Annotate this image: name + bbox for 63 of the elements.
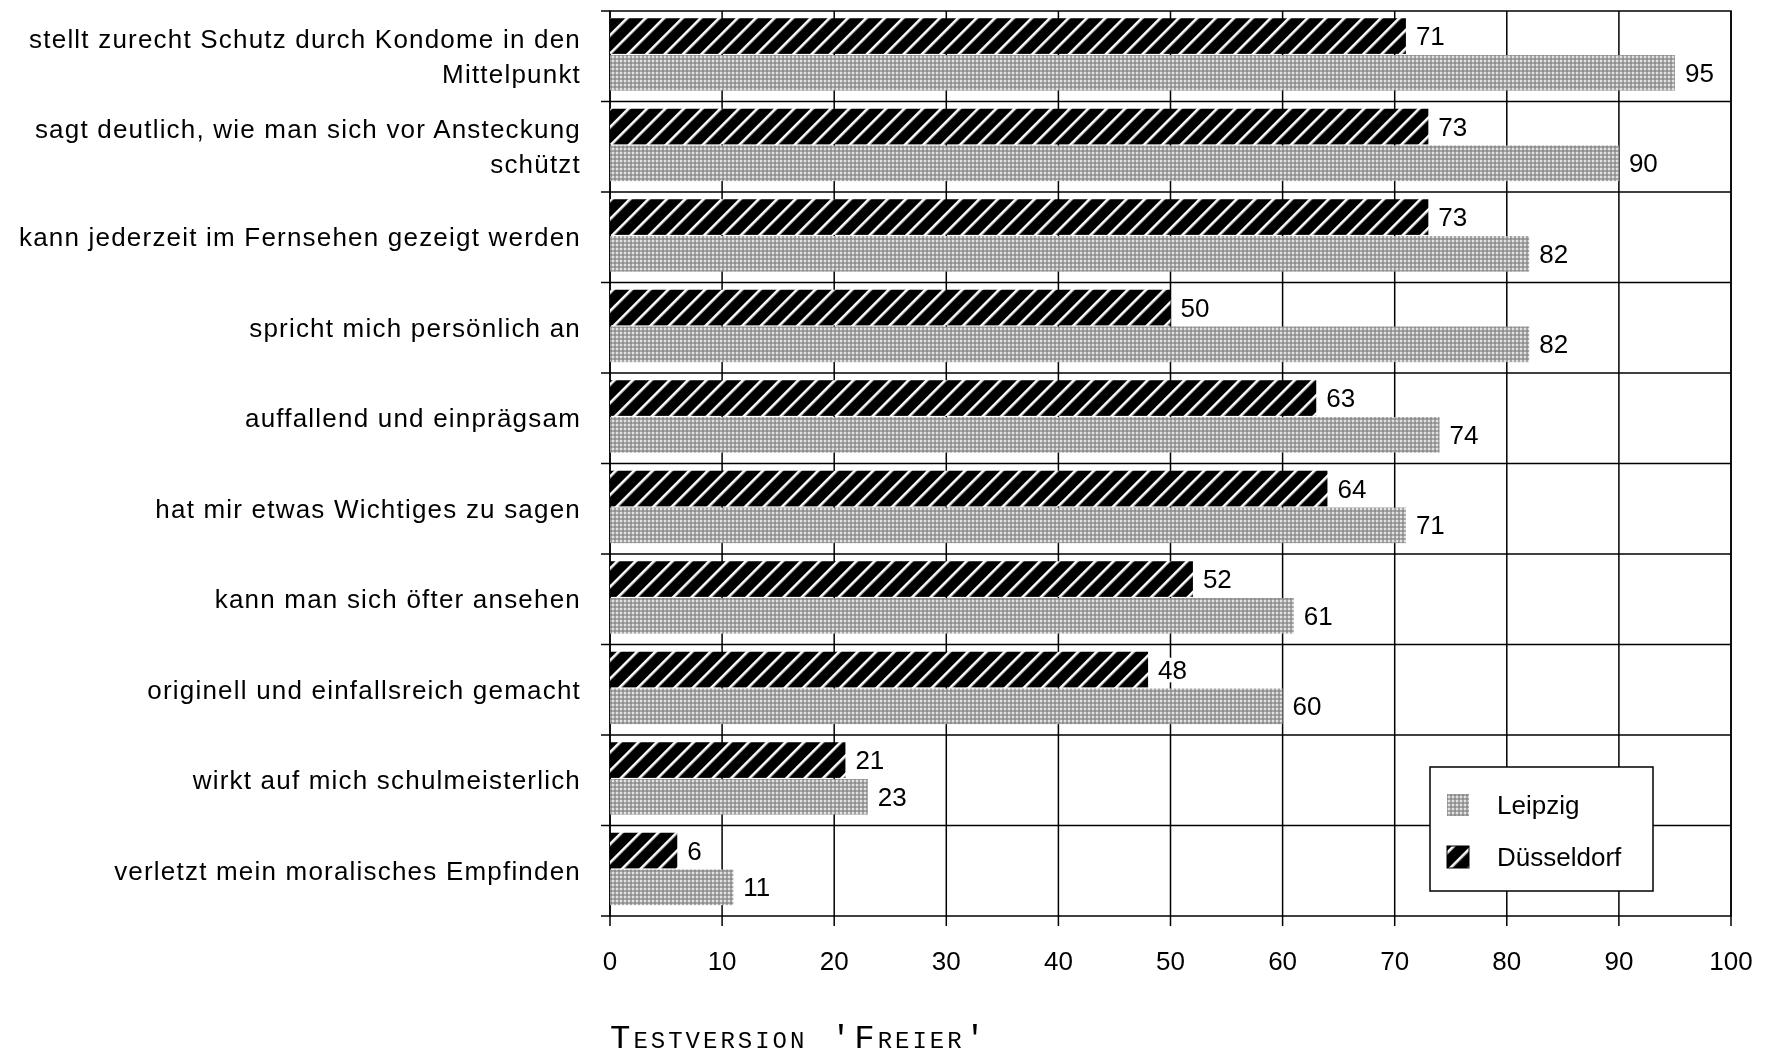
- bar: [610, 742, 846, 778]
- data-label: 52: [1202, 564, 1232, 595]
- data-label: 21: [855, 745, 885, 776]
- bar: [610, 778, 868, 815]
- data-label: 63: [1326, 383, 1356, 414]
- data-label: 6: [687, 835, 702, 866]
- data-label: 74: [1449, 419, 1479, 450]
- x-tick-label: 20: [819, 946, 849, 976]
- data-label: 95: [1684, 57, 1714, 88]
- data-label: 73: [1438, 111, 1468, 142]
- bar: [610, 18, 1406, 54]
- x-tick-label: 0: [602, 946, 618, 976]
- y-tick-label: kann jederzeit im Fernsehen gezeigt werden: [18, 222, 581, 253]
- bar: [610, 688, 1283, 725]
- x-tick-label: 50: [1156, 946, 1185, 976]
- bar: [610, 380, 1317, 416]
- data-label: 73: [1438, 202, 1468, 233]
- bar: [610, 832, 678, 869]
- bar: [610, 235, 1530, 272]
- bar: [610, 54, 1675, 91]
- data-label: 61: [1303, 600, 1333, 631]
- y-tick-label: originell und einfallsreich gemacht: [147, 674, 581, 705]
- bar: [610, 470, 1328, 507]
- y-tick-label: stellt zurecht Schutz durch Kondome in den Mittelpunkt: [29, 23, 581, 89]
- x-tick-label: 70: [1380, 946, 1410, 976]
- x-tick-label: 10: [707, 946, 737, 976]
- bar: [610, 108, 1429, 145]
- y-tick-label: auffallend und einprägsam: [245, 403, 581, 434]
- bar: [610, 199, 1429, 235]
- bar: [610, 869, 734, 906]
- data-label: 11: [743, 872, 771, 903]
- x-axis-title: Testversion 'Freier': [610, 1020, 989, 1057]
- data-label: 71: [1415, 21, 1445, 52]
- x-tick-label: 60: [1268, 946, 1298, 976]
- y-tick-label: sagt deutlich, wie man sich vor Ansteckung schützt: [34, 114, 581, 180]
- x-tick-label: 30: [931, 946, 961, 976]
- bar: [610, 416, 1440, 453]
- x-tick-label: 40: [1043, 946, 1073, 976]
- y-tick-label: verletzt mein moralisches Empfinden: [114, 855, 581, 886]
- data-label: 82: [1539, 238, 1569, 269]
- y-tick-label: kann man sich öfter ansehen: [214, 584, 581, 615]
- y-tick-label: wirkt auf mich schulmeisterlich: [191, 765, 581, 796]
- bar: [610, 289, 1171, 326]
- data-label: 50: [1180, 292, 1210, 323]
- bar: [610, 561, 1193, 597]
- legend-label: Leipzig: [1497, 790, 1580, 820]
- x-tick-label: 80: [1492, 946, 1522, 976]
- bar: [610, 326, 1530, 363]
- y-tick-label: spricht mich persönlich an: [249, 312, 581, 343]
- data-label: 82: [1539, 329, 1569, 360]
- data-label: 60: [1292, 691, 1322, 722]
- legend-label: Düsseldorf: [1497, 842, 1623, 872]
- bar: [610, 507, 1406, 544]
- x-tick-label: 100: [1709, 946, 1753, 976]
- y-tick-label: hat mir etwas Wichtiges zu sagen: [155, 493, 581, 524]
- x-tick-label: 90: [1604, 946, 1634, 976]
- data-label: 23: [877, 781, 907, 812]
- data-label: 64: [1337, 473, 1367, 504]
- bar: [610, 145, 1619, 182]
- data-label: 90: [1628, 148, 1658, 179]
- bar: [610, 597, 1294, 634]
- bar: [610, 651, 1149, 688]
- data-label: 71: [1415, 510, 1445, 541]
